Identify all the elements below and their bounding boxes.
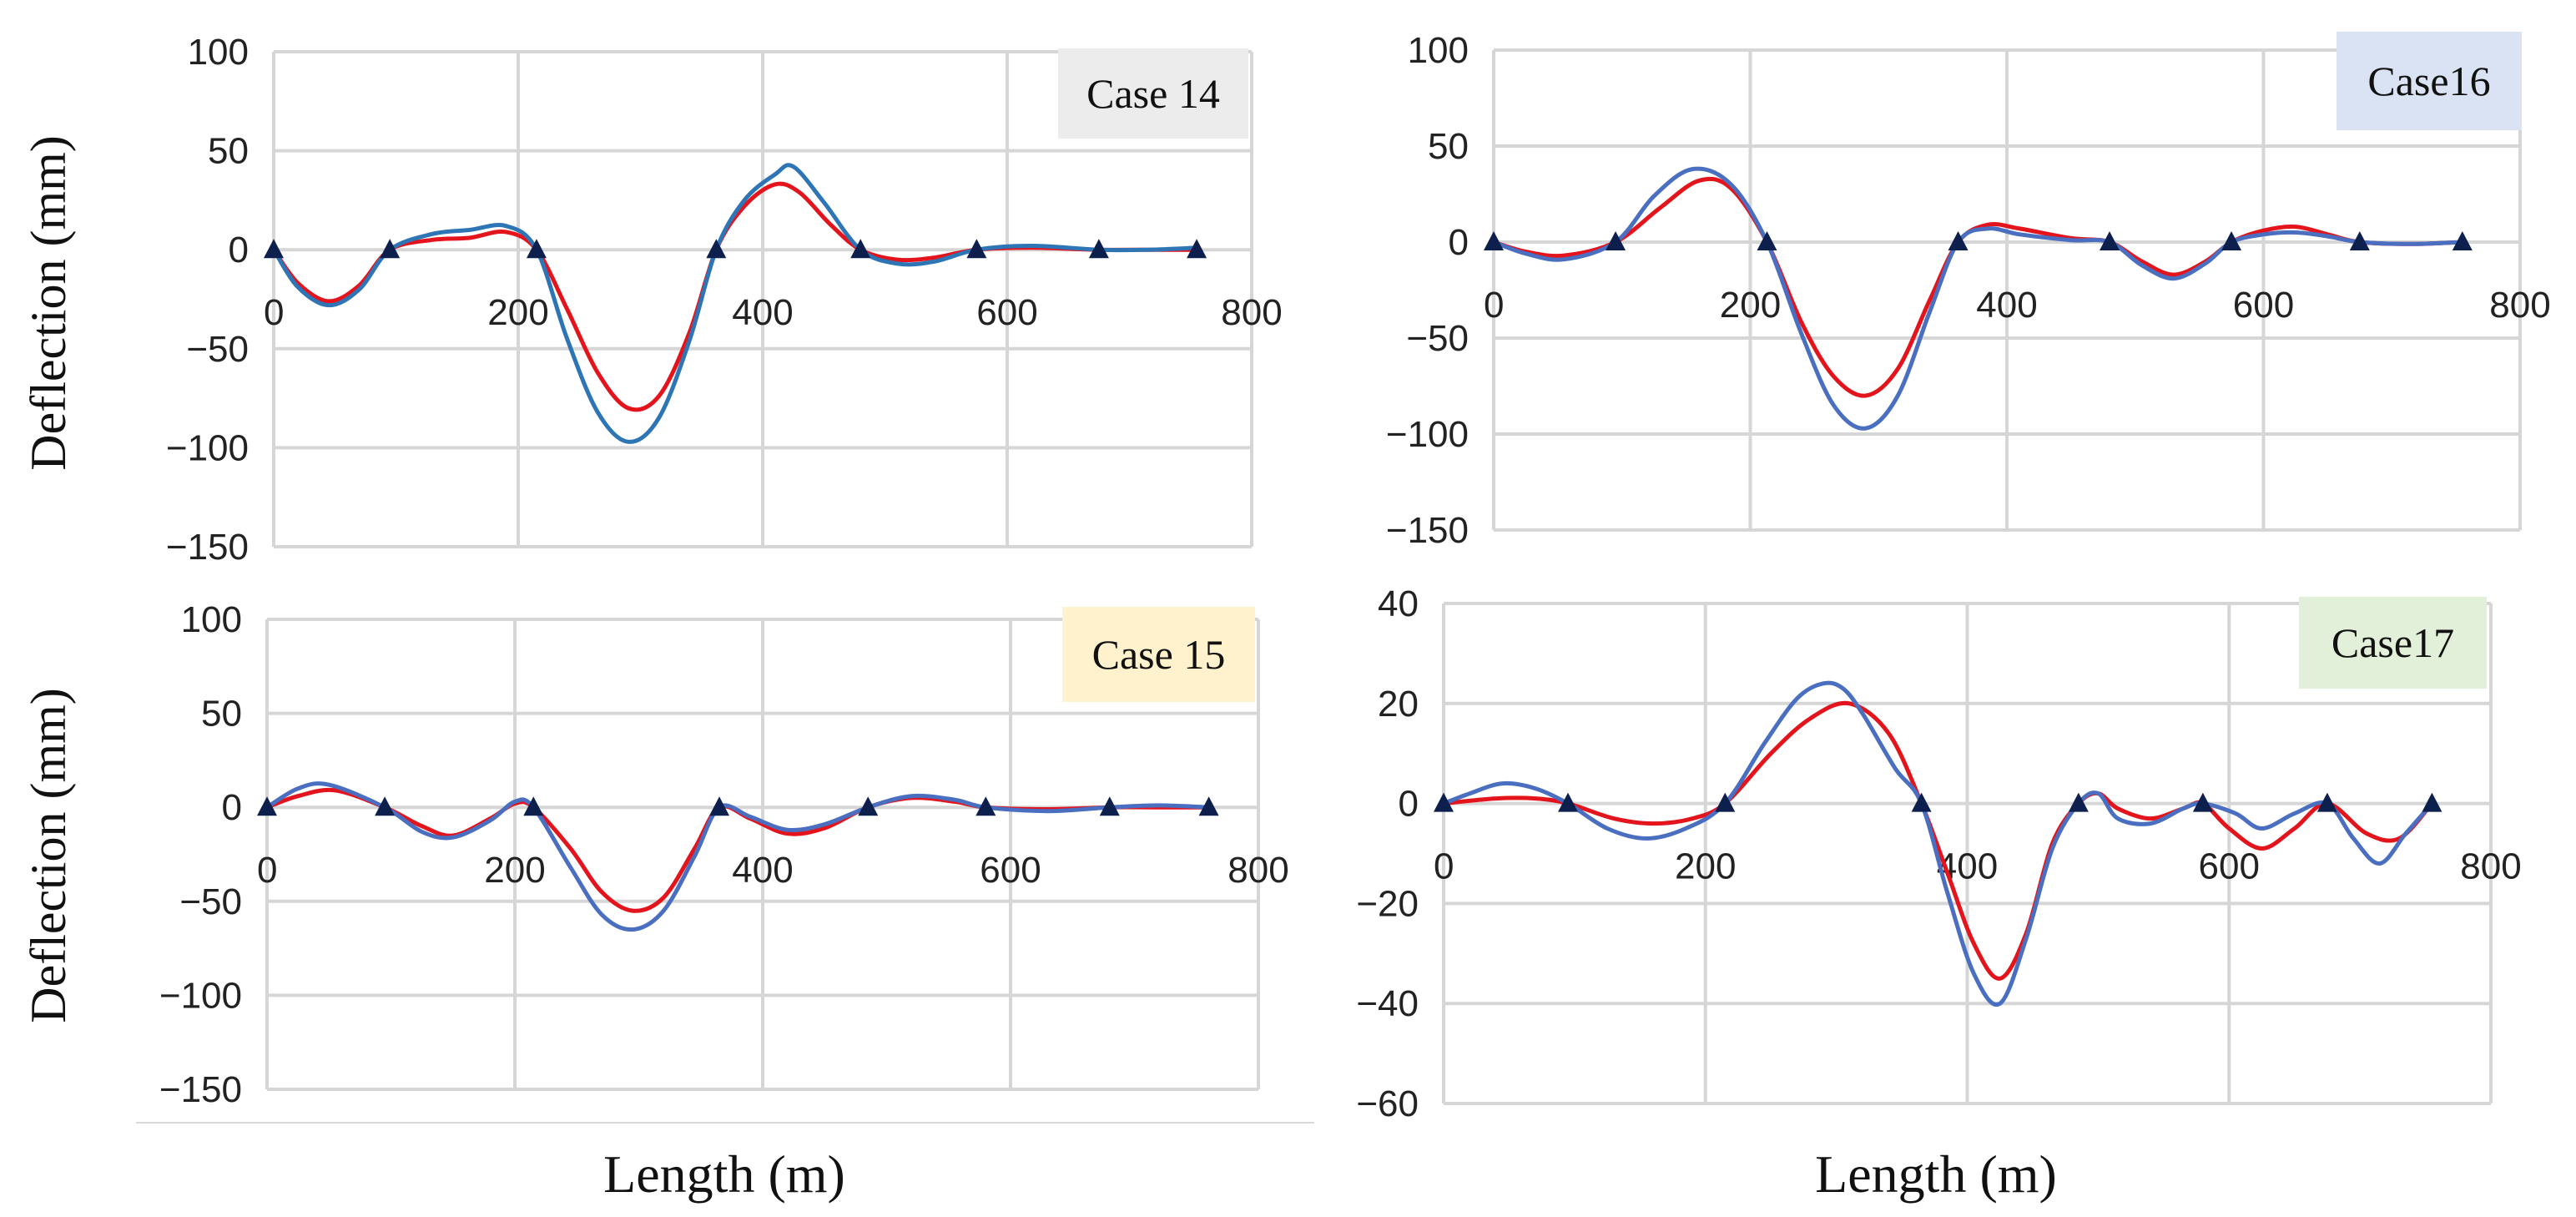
x-tick-label: 600: [2233, 285, 2294, 326]
support-marker: [2192, 792, 2213, 812]
y-tick-label: 0: [1399, 784, 1419, 825]
support-marker: [1088, 239, 1109, 259]
x-tick-label: 200: [487, 292, 548, 333]
x-tick-label: 0: [264, 292, 284, 333]
y-tick-label: 100: [188, 32, 249, 73]
x-tick-label: 600: [980, 850, 1041, 891]
x-tick-label: 0: [1484, 285, 1504, 326]
support-marker: [2316, 792, 2337, 812]
support-marker: [709, 796, 730, 816]
y-tick-label: −20: [1356, 883, 1419, 924]
support-marker: [1198, 796, 1219, 816]
series-line-blue: [1441, 680, 2434, 1007]
support-marker: [375, 796, 396, 816]
y-tick-label: −100: [1386, 414, 1469, 455]
support-marker: [1606, 231, 1626, 250]
support-marker: [2452, 231, 2473, 250]
support-marker: [706, 239, 727, 259]
x-tick-label: 200: [1720, 285, 1781, 326]
y-tick-label: 0: [1449, 222, 1469, 263]
x-axis-label-right: Length (m): [1815, 1144, 2057, 1204]
case-label-box: [2337, 32, 2522, 130]
y-tick-label: −150: [1386, 510, 1469, 551]
support-marker: [2349, 231, 2370, 250]
x-tick-label: 600: [976, 292, 1037, 333]
y-tick-label: 0: [222, 787, 242, 828]
case-label: Case 14: [1086, 70, 1220, 117]
support-marker: [1099, 796, 1120, 816]
x-tick-label: 800: [1228, 850, 1288, 891]
support-marker: [2100, 231, 2120, 250]
case-label-box: [2299, 597, 2487, 689]
y-tick-label: 40: [1378, 583, 1419, 624]
support-marker: [1911, 792, 1932, 812]
support-marker: [1948, 231, 1969, 250]
y-axis-label-top: Deflection (mm): [21, 135, 76, 471]
support-marker: [850, 239, 871, 259]
y-tick-label: 20: [1378, 684, 1419, 725]
support-marker: [2422, 792, 2442, 812]
support-marker: [1434, 792, 1454, 812]
y-tick-label: −150: [159, 1069, 242, 1110]
x-tick-label: 0: [1434, 846, 1454, 887]
x-tick-label: 800: [1221, 292, 1282, 333]
y-tick-label: 50: [208, 131, 249, 172]
case-label: Case16: [2367, 58, 2490, 104]
case-label-box: [1058, 48, 1248, 139]
support-marker: [1484, 231, 1504, 250]
y-tick-label: −100: [166, 427, 249, 468]
y-axis-label-bottom: Deflection (mm): [21, 688, 76, 1023]
support-marker: [380, 239, 401, 259]
support-marker: [858, 796, 879, 816]
x-tick-label: 200: [1675, 846, 1736, 887]
case-label: Case17: [2332, 619, 2454, 666]
x-tick-label: 400: [732, 850, 793, 891]
support-marker: [1187, 239, 1207, 259]
x-tick-label: 400: [1976, 285, 2037, 326]
y-tick-label: 0: [229, 230, 249, 270]
x-axis-label-left: Length (m): [603, 1144, 845, 1204]
case-label-box: [1062, 607, 1255, 702]
x-tick-label: 800: [2489, 285, 2550, 326]
support-marker: [1757, 231, 1777, 250]
case-label: Case 15: [1092, 631, 1226, 678]
chart-panel-case16: 100 50 0 −50 −100 −150 0 200 400 600 800 Case16: [1386, 30, 2551, 551]
series-line-blue: [271, 163, 1199, 444]
support-marker: [1558, 792, 1579, 812]
support-marker: [2221, 231, 2242, 250]
y-tick-label: −150: [166, 527, 249, 568]
support-marker: [966, 239, 987, 259]
support-marker: [975, 796, 996, 816]
support-marker: [257, 796, 277, 816]
x-tick-label: 200: [484, 850, 545, 891]
support-marker: [1715, 792, 1736, 812]
x-tick-label: 600: [2199, 846, 2260, 887]
x-tick-label: 400: [732, 292, 793, 333]
x-tick-label: 800: [2460, 846, 2521, 887]
y-tick-label: 50: [201, 694, 242, 735]
support-marker: [2068, 792, 2089, 812]
support-marker: [526, 239, 547, 259]
y-tick-label: −50: [179, 881, 242, 922]
y-tick-label: −100: [159, 975, 242, 1016]
support-marker: [523, 796, 544, 816]
series-line-red: [1441, 700, 2434, 981]
y-tick-label: −50: [1406, 318, 1469, 359]
y-tick-label: −40: [1356, 983, 1419, 1024]
chart-panel-case-15: 100 50 0 −50 −100 −150 0 200 400 600 800 Case 15: [159, 599, 1289, 1110]
x-tick-label: 0: [257, 850, 277, 891]
y-tick-label: 100: [1408, 30, 1469, 71]
support-marker: [264, 239, 284, 259]
y-tick-label: −50: [186, 329, 249, 370]
chart-panel-case-14: 100 50 0 −50 −100 −150 0 200 400 600 800 Case 14: [166, 32, 1283, 568]
y-tick-label: 100: [181, 599, 242, 640]
y-tick-label: 50: [1428, 126, 1469, 167]
y-tick-label: −60: [1356, 1083, 1419, 1124]
